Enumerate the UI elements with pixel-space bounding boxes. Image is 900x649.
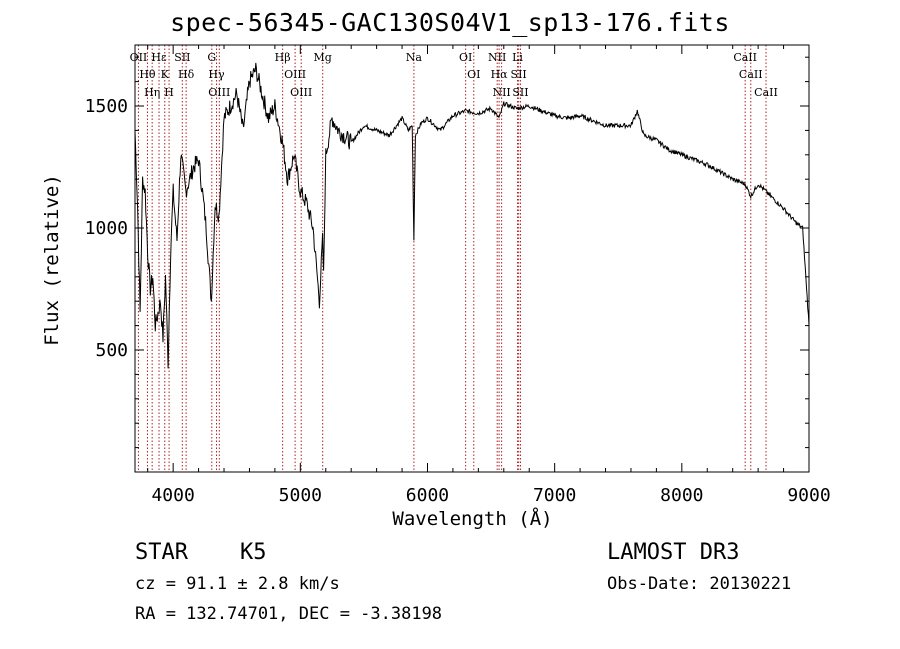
spectral-line-label: NII	[492, 86, 510, 99]
spectral-line-label: H	[164, 86, 174, 99]
spectrum-line	[134, 62, 810, 369]
spectral-line-label: Hε	[151, 51, 167, 64]
spectral-line-label: CaII	[739, 68, 763, 81]
y-tick-label: 500	[95, 340, 128, 361]
observation-date: Obs-Date: 20130221	[607, 574, 792, 594]
x-tick-label: 8000	[660, 485, 703, 506]
chart-title: spec-56345-GAC130S04V1_sp13-176.fits	[170, 8, 730, 37]
spectral-line-label: G	[207, 51, 216, 64]
y-axis-label: Flux (relative)	[41, 174, 63, 346]
spectral-line-label: Hα	[491, 68, 509, 81]
x-tick-label: 5000	[279, 485, 322, 506]
spectral-line-label: Hθ	[139, 68, 156, 81]
coordinates: RA = 132.74701, DEC = -3.38198	[135, 604, 443, 624]
spectral-line-label: OIII	[208, 86, 230, 99]
object-subclass: K5	[240, 540, 267, 565]
spectral-line-label: K	[161, 68, 170, 81]
spectral-line-label: Hη	[144, 86, 160, 99]
x-tick-label: 6000	[406, 485, 449, 506]
spectral-line-label: OI	[459, 51, 472, 64]
x-axis-label: Wavelength (Å)	[392, 508, 553, 530]
x-tick-label: 7000	[533, 485, 576, 506]
spectral-line-label: CaII	[733, 51, 757, 64]
y-tick-label: 1000	[85, 218, 128, 239]
spectral-line-label: Li	[512, 51, 523, 64]
object-class: STAR	[135, 540, 188, 565]
redshift-cz: cz = 91.1 ± 2.8 km/s	[135, 574, 340, 594]
spectral-line-label: OIII	[290, 86, 312, 99]
y-tick-label: 1500	[85, 96, 128, 117]
spectral-line-label: CaII	[754, 86, 778, 99]
survey-name: LAMOST DR3	[607, 540, 740, 565]
spectrum-series	[134, 62, 810, 369]
spectral-line-label: Hβ	[275, 51, 291, 64]
spectral-line-label: Hδ	[178, 68, 195, 81]
spectral-line-label: NII	[488, 51, 506, 64]
x-tick-label: 9000	[787, 485, 830, 506]
spectral-line-label: Hγ	[208, 68, 225, 81]
spectral-line-label: OIII	[284, 68, 306, 81]
spectral-line-label: Mg	[314, 51, 332, 64]
spectral-line-label: SII	[512, 86, 528, 99]
spectral-line-label: OI	[467, 68, 480, 81]
spectral-line-label: Na	[406, 51, 423, 64]
axis-ticks: 4000 5000 6000 7000 8000 9000 500 1000 1500	[85, 45, 831, 506]
spectral-line-label: SII	[174, 51, 190, 64]
plot-frame	[134, 44, 810, 473]
spectral-line-label: SII	[511, 68, 527, 81]
x-tick-label: 4000	[151, 485, 194, 506]
